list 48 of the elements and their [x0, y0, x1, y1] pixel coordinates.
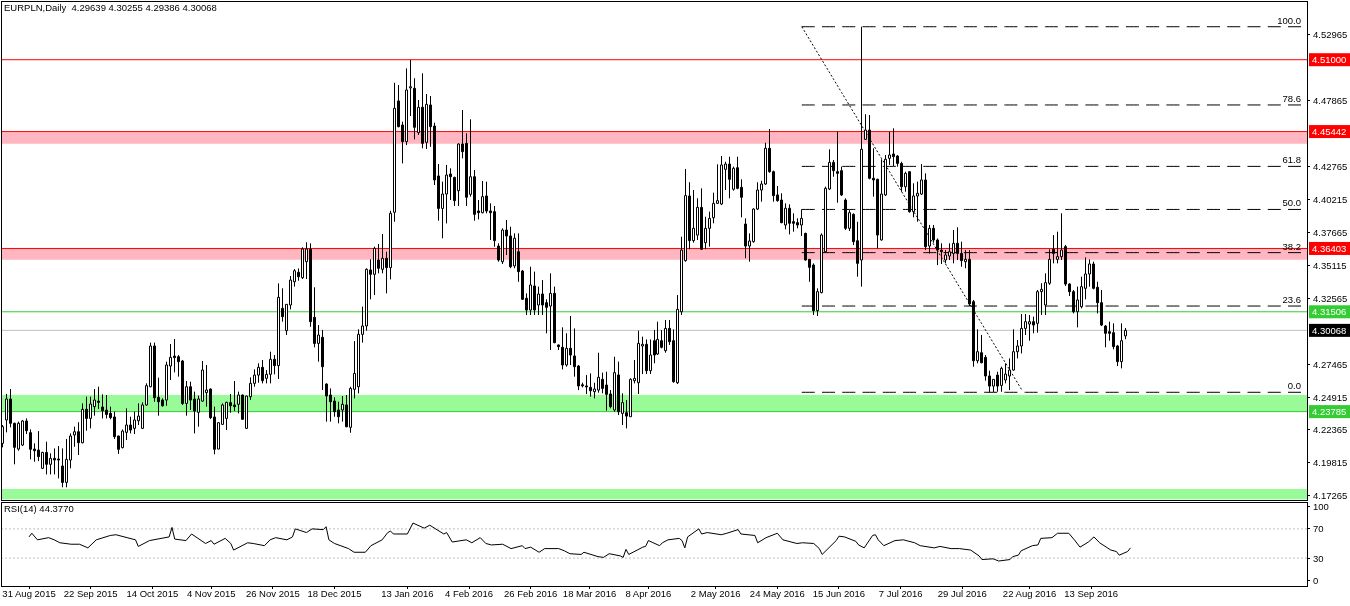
- x-tick-label: 4 Feb 2016: [444, 588, 494, 599]
- y-tick-label: 4.47865: [1313, 94, 1348, 106]
- x-tick-label: 13 Jan 2016: [381, 588, 434, 599]
- annotation: 61.8: [1282, 154, 1301, 166]
- x-tick-label: 2 May 2016: [690, 588, 741, 599]
- x-tick-label: 26 Nov 2015: [245, 588, 300, 599]
- x-tick-label: 31 Aug 2015: [2, 588, 56, 599]
- x-tick-label: 22 Sep 2015: [63, 588, 118, 599]
- x-tick-label: 22 Aug 2016: [1002, 588, 1057, 599]
- ref-line-label: 4.45442: [1312, 126, 1347, 138]
- annotation: 0.0: [1287, 380, 1301, 392]
- y-tick-label: 70: [1313, 523, 1324, 535]
- x-tick-label: 7 Jul 2016: [878, 588, 923, 599]
- chart-title: EURPLN,Daily 4.29639 4.30255 4.29386 4.30068: [4, 2, 217, 13]
- x-tick-label: 26 Feb 2016: [504, 588, 558, 599]
- y-tick-label: 100: [1313, 501, 1329, 513]
- y-tick-label: 4.27465: [1313, 358, 1348, 370]
- ref-line-label: 4.30068: [1312, 324, 1347, 336]
- y-tick-label: 4.32565: [1313, 292, 1348, 304]
- annotation: 23.6: [1282, 294, 1301, 306]
- y-tick-label: 4.40215: [1313, 193, 1348, 205]
- annotation: 78.6: [1282, 92, 1301, 104]
- ref-line-label: 4.36403: [1312, 242, 1347, 254]
- ref-line-label: 4.23785: [1312, 406, 1347, 418]
- x-tick-label: 18 Mar 2016: [562, 588, 617, 599]
- y-tick-label: 4.22365: [1313, 424, 1348, 436]
- annotation: 100.0: [1277, 14, 1301, 26]
- x-tick-label: 24 May 2016: [749, 588, 805, 599]
- annotation: 50.0: [1282, 197, 1301, 209]
- ref-line-label: 4.31506: [1312, 306, 1347, 318]
- x-tick-label: 29 Jul 2016: [937, 588, 987, 599]
- y-tick-label: 30: [1313, 552, 1324, 564]
- x-tick-label: 14 Oct 2015: [126, 588, 179, 599]
- y-tick-label: 4.42765: [1313, 160, 1348, 172]
- x-tick-label: 4 Nov 2015: [186, 588, 236, 599]
- x-tick-label: 15 Jun 2016: [812, 588, 866, 599]
- y-tick-label: 4.24915: [1313, 391, 1348, 403]
- y-tick-label: 4.37665: [1313, 226, 1348, 238]
- chart-title: RSI(14) 44.3770: [4, 503, 74, 514]
- x-tick-label: 8 Apr 2016: [625, 588, 672, 599]
- y-tick-label: 0: [1313, 574, 1319, 586]
- y-tick-label: 4.52965: [1313, 28, 1348, 40]
- x-tick-label: 18 Dec 2015: [307, 588, 362, 599]
- y-tick-label: 4.19815: [1313, 457, 1348, 469]
- y-tick-label: 4.35115: [1313, 259, 1347, 271]
- y-tick-label: 4.17265: [1313, 490, 1348, 502]
- ref-line-label: 4.51000: [1312, 54, 1347, 66]
- x-tick-label: 13 Sep 2016: [1064, 588, 1119, 599]
